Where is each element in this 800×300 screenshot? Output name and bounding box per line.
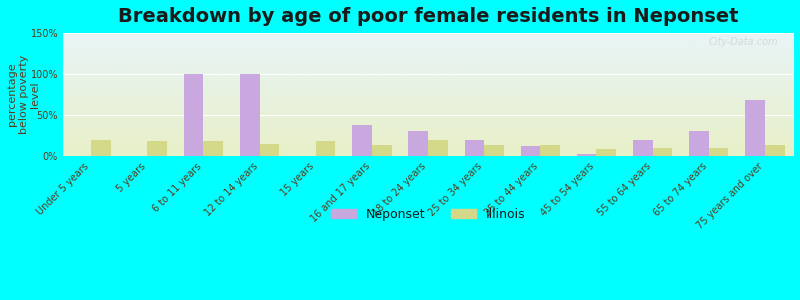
Bar [203, 141, 223, 156]
Text: City-Data.com: City-Data.com [709, 37, 778, 47]
Bar [372, 145, 391, 156]
Bar [709, 148, 729, 156]
Bar [184, 74, 203, 156]
Bar [653, 148, 672, 156]
Bar [147, 141, 167, 156]
Bar [316, 141, 335, 156]
Bar [597, 149, 616, 156]
Bar [465, 140, 484, 156]
Bar [428, 140, 448, 156]
Bar [408, 131, 428, 156]
Bar [259, 144, 279, 156]
Bar [240, 74, 259, 156]
Legend: Neponset, Illinois: Neponset, Illinois [326, 203, 530, 226]
Bar [484, 145, 504, 156]
Bar [540, 146, 560, 156]
Y-axis label: percentage
below poverty
level: percentage below poverty level [7, 55, 40, 134]
Bar [689, 131, 709, 156]
Bar [746, 100, 765, 156]
Bar [91, 140, 110, 156]
Bar [352, 125, 372, 156]
Title: Breakdown by age of poor female residents in Neponset: Breakdown by age of poor female resident… [118, 7, 738, 26]
Bar [521, 146, 540, 156]
Bar [633, 140, 653, 156]
Bar [765, 146, 785, 156]
Bar [577, 154, 597, 156]
